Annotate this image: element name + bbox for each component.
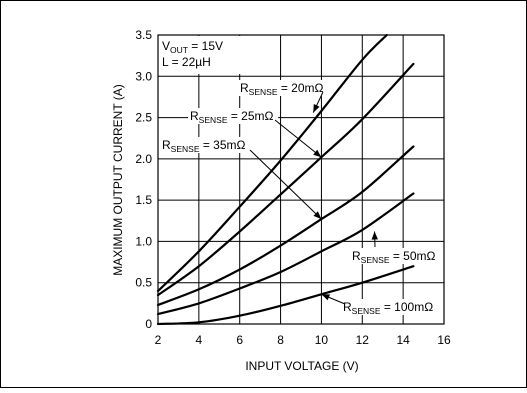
x-tick-label-7: 16 <box>437 333 451 347</box>
x-tick-label-2: 6 <box>236 333 243 347</box>
x-tick-label-0: 2 <box>155 333 162 347</box>
y-tick-label-0: 0 <box>145 317 152 331</box>
y-tick-label-7: 3.5 <box>135 28 152 42</box>
y-tick-label-6: 3.0 <box>135 69 152 83</box>
y-tick-label-3: 1.5 <box>135 193 152 207</box>
y-tick-label-5: 2.5 <box>135 111 152 125</box>
y-tick-label-4: 2.0 <box>135 152 152 166</box>
x-tick-label-4: 10 <box>315 333 329 347</box>
y-tick-label-1: 0.5 <box>135 276 152 290</box>
x-tick-label-5: 12 <box>356 333 370 347</box>
x-axis-title: INPUT VOLTAGE (V) <box>245 359 358 373</box>
x-tick-label-6: 14 <box>396 333 410 347</box>
y-axis-title: MAXIMUM OUTPUT CURRENT (A) <box>111 84 125 276</box>
x-tick-label-1: 4 <box>196 333 203 347</box>
x-tick-label-3: 8 <box>277 333 284 347</box>
condition-text-1: L = 22µH <box>162 55 211 69</box>
y-tick-label-2: 1.0 <box>135 234 152 248</box>
